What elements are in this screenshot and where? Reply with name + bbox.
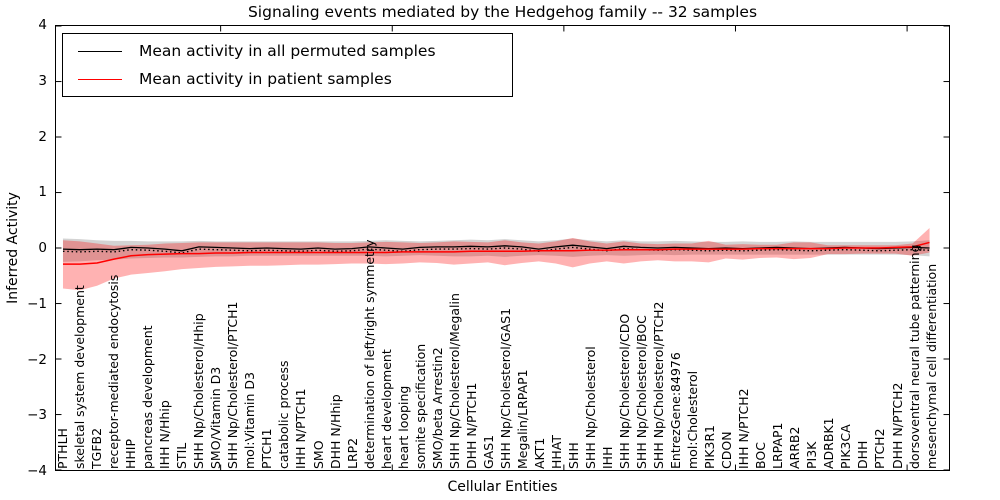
x-tick-label: SHH Np/Cholesterol [582,346,598,469]
patient-samples-range-band [62,227,930,291]
x-tick-label: DHH N/PTCH2 [889,382,905,469]
x-tick-label: dorsoventral neural tube patterning [906,244,922,470]
x-tick-label: ARRB2 [787,426,803,469]
chart-title: Signaling events mediated by the Hedgeho… [247,3,758,21]
x-tick-label: skeletal system development [72,285,87,469]
y-tick-label: −4 [27,463,47,479]
x-tick-label: SHH Np/Cholesterol/BOC [634,315,649,469]
x-tick-label: heart looping [395,385,411,469]
x-tick-label: HHAT [548,434,564,469]
plot-canvas [56,26,949,470]
x-tick-label: GAS1 [480,434,496,469]
x-tick-label: DHH [855,440,871,469]
legend-label: Mean activity in patient samples [139,70,392,88]
x-tick-label: SMO/Vitamin D3 [208,366,224,469]
x-tick-label: catabolic process [276,360,292,469]
x-tick-label: SMO [310,440,326,469]
x-tick-label: mol:Cholesterol [685,370,701,469]
x-axis-label: Cellular Entities [447,479,558,495]
x-tick-label: CDON [719,431,735,469]
series-line-1 [62,246,930,254]
x-tick-label: PTCH2 [872,428,888,469]
x-tick-label: SHH Np/Cholesterol/PTCH2 [651,301,667,470]
x-tick-label: mesenchymal cell differentiation [923,263,939,469]
x-tick-label: LRP2 [344,437,360,469]
x-tick-label: DHH N/Hhip [327,394,343,469]
x-tick-label: EntrezGene:84976 [668,352,684,469]
x-tick-label: TGFB2 [89,427,105,469]
x-tick-label: PIK3R1 [702,424,718,469]
x-tick-label: PIK3CA [838,424,854,469]
y-tick-label: −1 [27,295,47,312]
x-tick-label: SMO/beta Arrestin2 [429,347,445,469]
x-tick-label: mol:Vitamin D3 [242,372,258,469]
legend-line-swatch [78,50,122,52]
y-tick-label: −3 [27,407,47,424]
legend-line-swatch [78,78,122,80]
x-tick-label: PTHLH [55,428,70,469]
x-tick-label: Megalin/LRPAP1 [514,369,530,469]
y-tick-label: 1 [38,184,47,201]
x-tick-label: LRPAP1 [770,422,786,469]
permuted-samples-range-band [62,238,930,262]
legend-entry: Mean activity in all permuted samples [63,37,512,65]
x-tick-label: IHH N/PTCH2 [736,388,752,469]
x-tick-label: ADRBK1 [821,417,837,469]
x-tick-label: AKT1 [531,437,547,469]
x-tick-label: HHIP [123,438,139,469]
y-tick-label: 3 [38,72,47,89]
y-tick-label: 2 [38,128,47,145]
y-tick-label: 0 [38,240,47,256]
x-tick-label: IHH N/Hhip [157,400,173,469]
x-tick-label: PTCH1 [259,428,275,469]
x-tick-label: SHH Np/Cholesterol/Megalin [446,293,462,469]
x-tick-label: PI3K [804,441,820,469]
legend-label: Mean activity in all permuted samples [139,42,436,60]
x-tick-label: STIL [174,442,190,469]
x-tick-label: heart development [378,349,394,469]
x-tick-label: determination of left/right symmetry [361,239,377,470]
x-tick-label: SHH Np/Cholesterol/CDO [617,313,632,469]
x-tick-label: IHH N/PTCH1 [293,388,309,469]
x-tick-label: SHH Np/Cholesterol/PTCH1 [225,301,241,470]
x-tick-label: receptor-mediated endocytosis [106,274,122,469]
x-tick-label: SHH Np/Cholesterol/GAS1 [497,307,513,469]
x-tick-label: SHH [565,442,581,469]
plot-area [55,25,950,471]
series-line-0 [62,244,930,252]
legend-entry: Mean activity in patient samples [63,65,512,93]
legend: Mean activity in all permuted samples Mea… [62,33,513,97]
series-line-2 [62,241,930,265]
y-tick-label: 4 [38,17,47,33]
y-tick-label: −2 [27,351,47,368]
x-tick-label: BOC [753,442,769,469]
x-tick-label: DHH N/PTCH1 [463,382,479,469]
legend-rows: Mean activity in all permuted samples Mea… [63,37,512,93]
x-tick-label: somite specification [412,343,428,469]
x-tick-label: pancreas development [140,325,156,469]
x-tick-label: IHH [600,446,615,470]
x-tick-label: SHH Np/Cholesterol/Hhip [191,313,207,469]
